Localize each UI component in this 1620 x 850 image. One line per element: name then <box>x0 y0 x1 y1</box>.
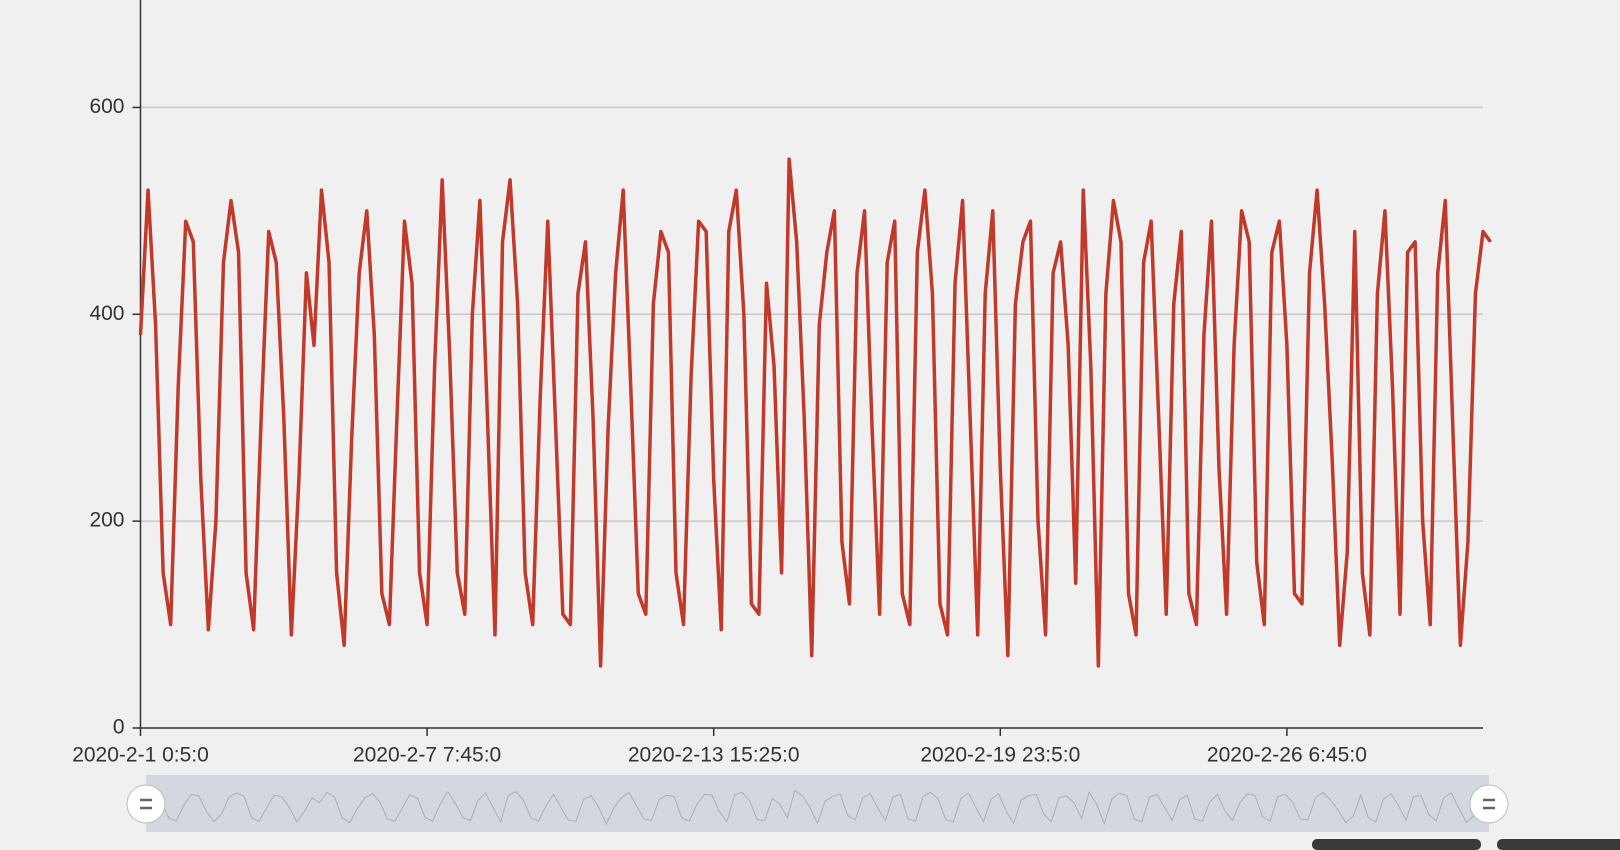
x-tick-label: 2020-2-13 15:25:0 <box>628 744 800 767</box>
zoom-handle[interactable] <box>1469 784 1509 824</box>
x-tick-label: 2020-2-26 6:45:0 <box>1207 744 1367 767</box>
zoom-preview-line <box>145 789 1497 826</box>
zoom-handle[interactable] <box>126 784 166 824</box>
y-tick-label: 200 <box>89 509 124 532</box>
x-tick-label: 2020-2-1 0:5:0 <box>72 744 209 767</box>
series-line <box>138 157 1492 668</box>
button[interactable] <box>1312 839 1481 850</box>
y-tick-label: 600 <box>89 95 124 118</box>
x-tick-label: 2020-2-19 23:5:0 <box>920 744 1080 767</box>
y-tick-label: 400 <box>89 302 124 325</box>
x-tick-label: 2020-2-7 7:45:0 <box>353 744 501 767</box>
y-tick-label: 0 <box>113 716 125 739</box>
button[interactable] <box>1497 839 1620 850</box>
